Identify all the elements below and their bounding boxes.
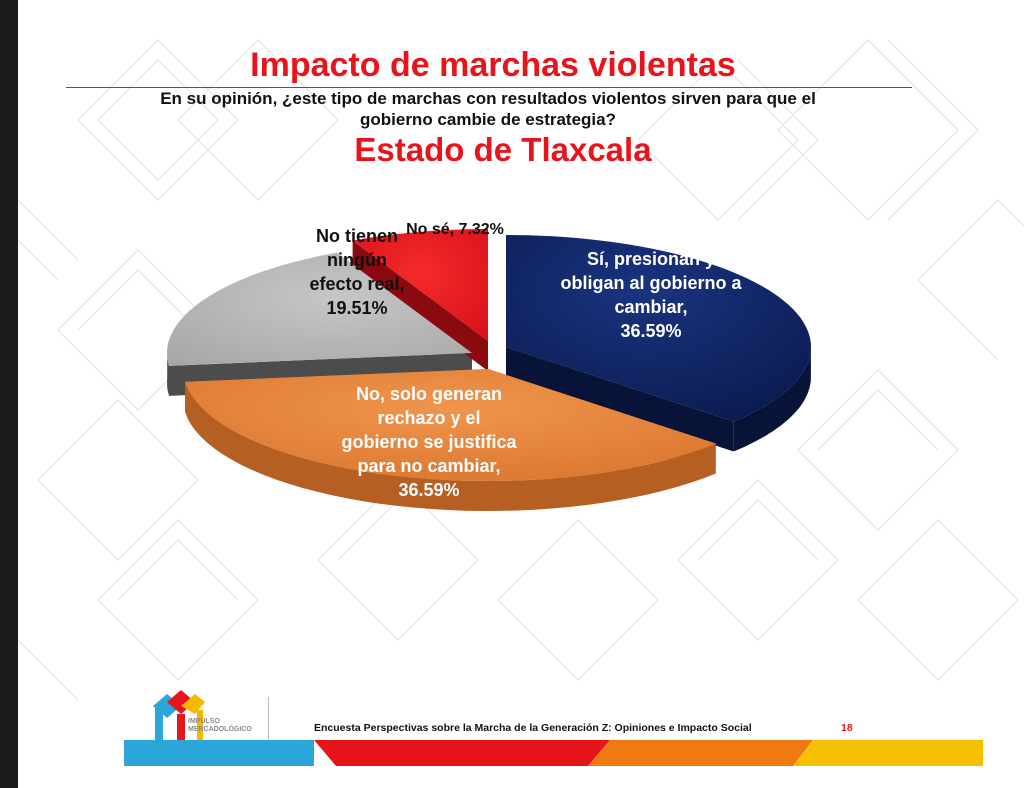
survey-name: Encuesta Perspectivas sobre la Marcha de… [314, 722, 752, 734]
data-label-si-presionan: Sí, presionan y obligan al gobierno a camb… [560, 249, 742, 341]
question-line-2: gobierno cambie de estrategia? [359, 110, 616, 129]
slice-side-no-rechazo [185, 381, 716, 511]
main-title: Impacto de marchas violentas [250, 46, 736, 84]
question-line-1: En su opinión, ¿este tipo de marchas con… [160, 89, 816, 108]
chart-subtitle: Estado de Tlaxcala [354, 131, 652, 168]
impulso-logo-icon [153, 690, 205, 742]
slice-no-rechazo [185, 369, 716, 481]
footer-color-bars [124, 740, 983, 766]
slice-cut-si-presionan-1 [506, 347, 734, 452]
logo-divider [268, 697, 269, 739]
pie-slices [167, 229, 811, 511]
title-divider [66, 87, 912, 88]
slice-side-sin-efecto [167, 348, 169, 396]
data-label-no-se: No sé, 7.32% [406, 221, 504, 238]
logo-line-1: IMPULSO [188, 718, 220, 725]
background-pattern [18, 39, 1024, 701]
slice-side-si-presionan [733, 344, 811, 452]
pie-chart: Sí, presionan y obligan al gobierno a camb… [167, 221, 811, 511]
page-number: 18 [841, 722, 853, 734]
logo-text: IMPULSO MERCADOLÓGICO [188, 718, 252, 734]
slice-cut-no-se-0 [352, 240, 488, 371]
slice-sin-efecto [167, 252, 472, 366]
pie-labels: Sí, presionan y obligan al gobierno a camb… [309, 221, 742, 500]
slide: Impacto de marchas violentas En su opini… [18, 0, 1024, 788]
data-label-no-rechazo: No, solo generan rechazo y el gobierno se … [341, 384, 517, 500]
logo-line-2: MERCADOLÓGICO [188, 726, 252, 733]
slice-si-presionan [506, 235, 811, 422]
data-label-sin-efecto: No tienen ningún efecto real, 19.51% [309, 226, 404, 318]
slice-no-se [352, 229, 488, 341]
question-text: En su opinión, ¿este tipo de marchas con… [78, 88, 898, 130]
